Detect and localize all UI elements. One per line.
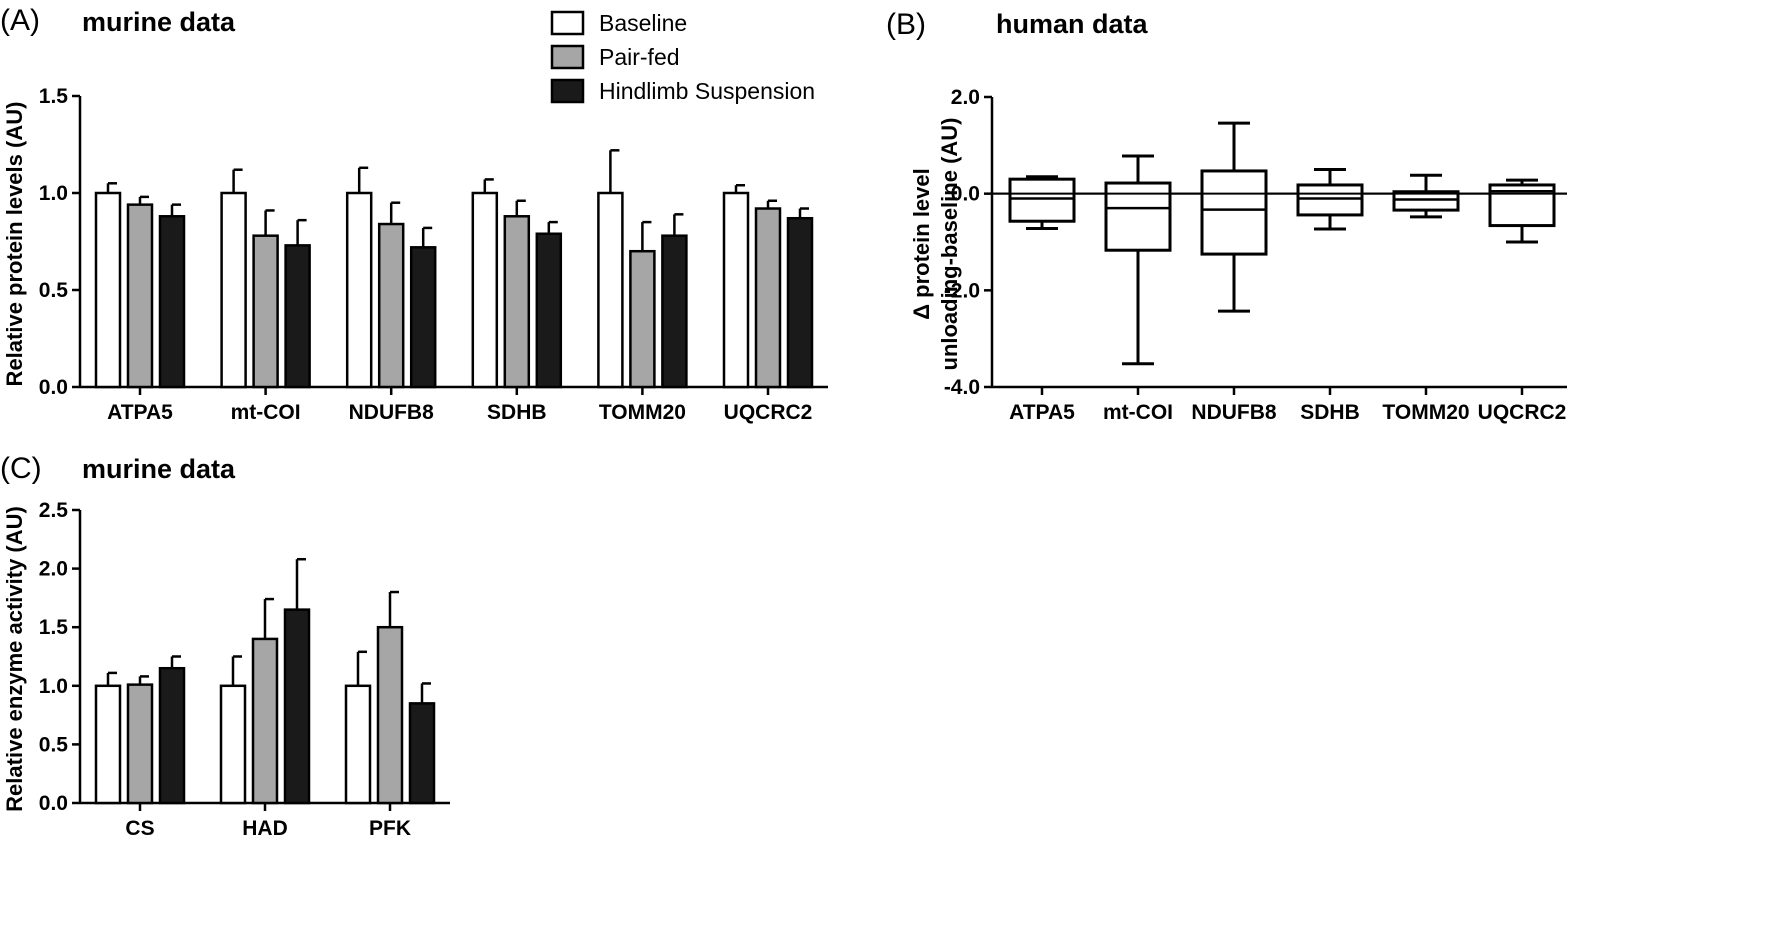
panel-b-y-axis-label-line2: unloading-baseline (AU) — [937, 118, 962, 371]
bar-uqcrc2-baseline — [722, 191, 750, 389]
legend-swatch-baseline — [550, 10, 585, 36]
panel-a-y-axis-label: Relative protein levels (AU) — [2, 102, 27, 387]
bar-mt-coi-pair-fed — [252, 234, 279, 389]
bar-tomm20-baseline — [597, 191, 624, 389]
y-tick-label: 1.5 — [39, 85, 69, 108]
legend-swatch-pair-fed — [550, 44, 585, 70]
legend-swatch-hindlimb-suspension — [550, 78, 585, 104]
x-tick-label: TOMM20 — [1382, 401, 1469, 424]
bar-cs-baseline — [94, 684, 122, 805]
panel-b-y-axis-label: Δ protein level unloading-baseline (AU) — [909, 118, 962, 371]
y-tick-label: 0.0 — [39, 376, 68, 399]
bar-tomm20-pair-fed — [629, 249, 656, 389]
bar-sdhb-pair-fed — [503, 215, 531, 389]
box-tomm20 — [1392, 190, 1460, 212]
y-tick-label: 2.0 — [951, 86, 980, 109]
bar-cs-pair-fed — [126, 683, 154, 805]
panel-a-plot: 0.0 0.5 1.0 1.5 ATPA5 mt-COI NDUFB8 SDHB TOMM20 U… — [39, 85, 828, 424]
box-atpa5 — [1008, 177, 1076, 223]
bar-pfk-baseline — [344, 684, 372, 805]
bar-atpa5-hindlimb-suspension — [158, 215, 186, 389]
panel-a-title: murine data — [82, 7, 236, 37]
y-tick-label: 1.0 — [39, 675, 68, 698]
bar-pfk-pair-fed — [376, 625, 404, 805]
bar-sdhb-hindlimb-suspension — [535, 232, 563, 389]
x-tick-label: ATPA5 — [1009, 401, 1075, 424]
bar-pfk-hindlimb-suspension — [408, 702, 436, 805]
y-tick-label: 2.0 — [39, 558, 68, 581]
y-tick-label: 0.0 — [951, 183, 980, 206]
bar-mt-coi-baseline — [220, 191, 247, 389]
y-tick-label: -4.0 — [944, 376, 980, 399]
y-tick-label: 1.0 — [39, 182, 68, 205]
box-ndufb8 — [1200, 169, 1268, 256]
legend-label-hindlimb-suspension: Hindlimb Suspension — [599, 78, 815, 104]
x-tick-label: SDHB — [487, 401, 547, 424]
box-sdhb — [1296, 183, 1364, 217]
y-tick-label: 0.5 — [39, 733, 69, 756]
panel-b-plot: -4.0 -2.0 0.0 2.0 ATPA5 mt-COI NDUFB8 SDHB TOMM2… — [944, 86, 1567, 424]
bar-uqcrc2-pair-fed — [754, 207, 782, 389]
y-tick-label: -2.0 — [944, 279, 980, 302]
y-tick-label: 0.0 — [39, 792, 68, 815]
bar-uqcrc2-hindlimb-suspension — [786, 216, 814, 389]
bar-atpa5-baseline — [94, 191, 122, 389]
panel-c-letter: (C) — [0, 452, 42, 485]
bar-had-baseline — [219, 684, 247, 805]
legend-label-baseline: Baseline — [599, 10, 687, 36]
x-tick-label: UQCRC2 — [724, 401, 813, 424]
y-tick-label: 0.5 — [39, 279, 69, 302]
legend-label-pair-fed: Pair-fed — [599, 44, 680, 70]
y-tick-label: 2.5 — [39, 499, 69, 522]
bar-ndufb8-hindlimb-suspension — [409, 246, 437, 389]
bar-ndufb8-pair-fed — [377, 222, 405, 389]
x-tick-label: UQCRC2 — [1478, 401, 1567, 424]
x-tick-label: mt-COI — [231, 401, 301, 424]
y-tick-label: 1.5 — [39, 616, 69, 639]
bar-atpa5-pair-fed — [126, 203, 154, 389]
panel-b-letter: (B) — [886, 8, 926, 41]
x-tick-label: NDUFB8 — [1191, 401, 1276, 424]
bar-ndufb8-baseline — [345, 191, 373, 389]
panel-a-letter: (A) — [0, 4, 40, 37]
x-tick-label: HAD — [242, 817, 288, 840]
panel-c-y-axis-label: Relative enzyme activity (AU) — [2, 506, 27, 812]
legend: Baseline Pair-fed Hindlimb Suspension — [550, 10, 815, 104]
panel-b-title: human data — [996, 9, 1149, 39]
x-tick-label: SDHB — [1300, 401, 1360, 424]
bar-had-pair-fed — [251, 637, 279, 805]
panel-c-title: murine data — [82, 454, 236, 484]
x-tick-label: mt-COI — [1103, 401, 1173, 424]
bar-sdhb-baseline — [471, 191, 499, 389]
x-tick-label: NDUFB8 — [349, 401, 434, 424]
bar-tomm20-hindlimb-suspension — [661, 234, 688, 389]
x-tick-label: ATPA5 — [107, 401, 173, 424]
x-tick-label: PFK — [369, 817, 411, 840]
panel-c-plot: 0.0 0.5 1.0 1.5 2.0 2.5 CS HAD PFK — [39, 499, 450, 840]
bar-mt-coi-hindlimb-suspension — [284, 244, 311, 389]
panel-b-y-axis-label-line1: Δ protein level — [909, 168, 934, 320]
bar-cs-hindlimb-suspension — [158, 666, 186, 805]
x-tick-label: CS — [125, 817, 154, 840]
bar-had-hindlimb-suspension — [283, 608, 311, 805]
x-tick-label: TOMM20 — [599, 401, 686, 424]
